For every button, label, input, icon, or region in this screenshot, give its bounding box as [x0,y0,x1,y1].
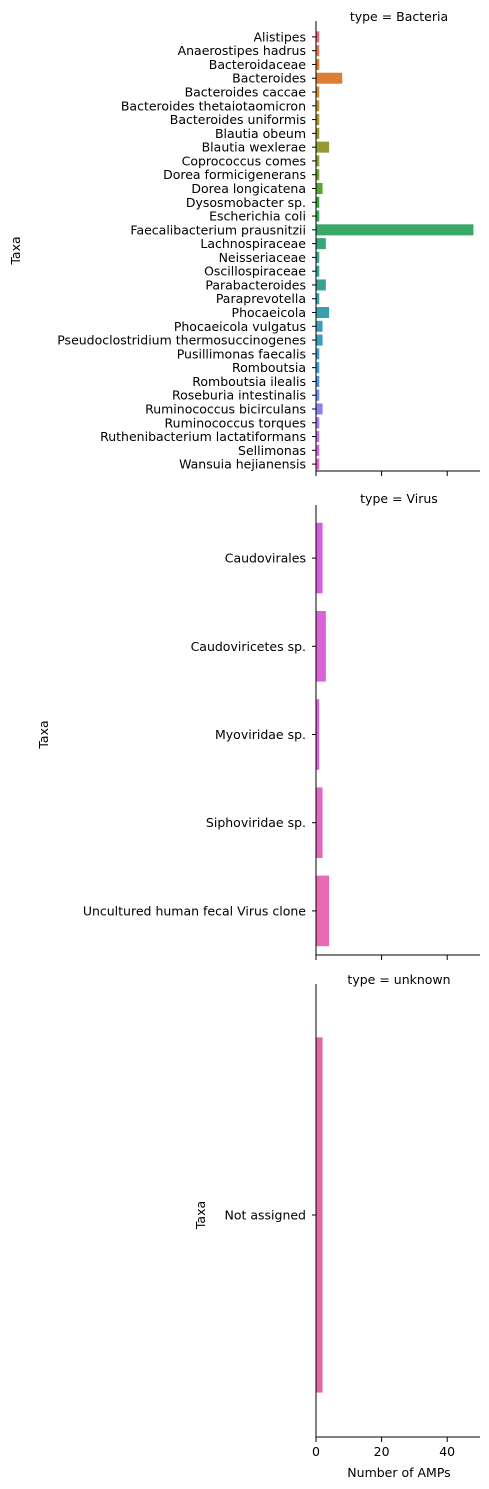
x-tick-label: 20 [374,1444,390,1459]
bar [316,417,320,429]
bar [316,210,320,222]
bar [316,169,320,181]
panel-title: type = Virus [360,491,438,506]
y-tick-label: Roseburia intestinalis [172,388,306,403]
bar [316,522,323,594]
bar [316,155,320,167]
y-tick-label: Bacteroides caccae [185,85,307,100]
bar [316,114,320,126]
y-tick-label: Myoviridae sp. [215,727,306,742]
bar [316,334,323,346]
y-tick-label: Phocaeicola vulgatus [174,319,306,334]
bar [316,611,326,682]
x-axis-label: Number of AMPs [347,1465,450,1480]
y-tick-label: Parabacteroides [205,277,306,292]
bar [316,100,320,112]
y-tick-label: Bacteroidaceae [209,57,307,72]
y-tick-label: Alistipes [253,29,306,44]
bar [316,1037,323,1393]
y-tick-label: Lachnospiraceae [200,236,306,251]
y-tick-label: Ruminococcus torques [165,415,306,430]
y-tick-label: Pusillimonas faecalis [177,346,306,361]
y-tick-label: Faecalibacterium prausnitzii [130,222,306,237]
bar [316,224,474,236]
bar [316,362,320,374]
y-tick-label: Bacteroides uniformis [170,112,306,127]
bar [316,58,320,70]
y-tick-label: Neisseriaceae [219,250,307,265]
bar [316,72,343,84]
y-tick-label: Caudovirales [225,551,306,566]
bar [316,787,323,858]
y-tick-label: Siphoviridae sp. [206,815,306,830]
bar [316,127,320,139]
bar [316,320,323,332]
bar [316,279,326,291]
y-tick-label: Dorea formicigenerans [163,167,306,182]
bar [316,31,320,43]
bar [316,431,320,443]
y-tick-label: Paraprevotella [216,291,306,306]
y-tick-label: Not assigned [224,1208,306,1223]
panel-title: type = Bacteria [350,9,448,24]
y-tick-label: Romboutsia ilealis [192,374,306,389]
y-axis-label: Taxa [36,720,51,749]
y-tick-label: Caudoviricetes sp. [191,639,306,654]
bar [316,307,330,319]
y-tick-label: Dorea longicatena [191,181,306,196]
bar [316,389,320,401]
y-tick-label: Blautia wexlerae [202,140,307,155]
bar [316,182,323,194]
y-axis-label: Taxa [193,1201,208,1230]
y-tick-label: Sellimonas [238,443,306,458]
y-tick-label: Coprococcus comes [182,153,306,168]
y-tick-label: Escherichia coli [209,209,306,224]
y-tick-label: Phocaeicola [232,305,306,320]
bar [316,403,323,415]
y-tick-label: Bacteroides [232,71,306,86]
bar [316,196,320,208]
bar [316,875,330,947]
bar [316,45,320,57]
bar [316,141,330,153]
y-tick-label: Ruthenibacterium lactatiformans [100,429,306,444]
bar [316,86,320,98]
x-tick-label: 0 [312,1444,320,1459]
y-tick-label: Blautia obeum [215,126,306,141]
bar [316,251,320,263]
y-axis-label: Taxa [8,236,23,265]
bar [316,699,320,770]
x-tick-label: 40 [439,1444,455,1459]
bar [316,265,320,277]
y-tick-label: Dysosmobacter sp. [186,195,306,210]
bar [316,348,320,360]
bar [316,293,320,305]
panel-title: type = unknown [347,972,450,987]
bar [316,458,320,470]
y-tick-label: Uncultured human fecal Virus clone [83,903,306,918]
bar [316,238,326,250]
y-tick-label: Pseudoclostridium thermosuccinogenes [57,333,306,348]
bar [316,375,320,387]
bar [316,444,320,456]
y-tick-label: Bacteroides thetaiotaomicron [121,98,306,113]
y-tick-label: Anaerostipes hadrus [178,43,306,58]
y-tick-label: Wansuia hejianensis [179,457,306,472]
y-tick-label: Ruminococcus bicirculans [145,401,306,416]
y-tick-label: Oscillospiraceae [204,264,306,279]
y-tick-label: Romboutsia [232,360,306,375]
